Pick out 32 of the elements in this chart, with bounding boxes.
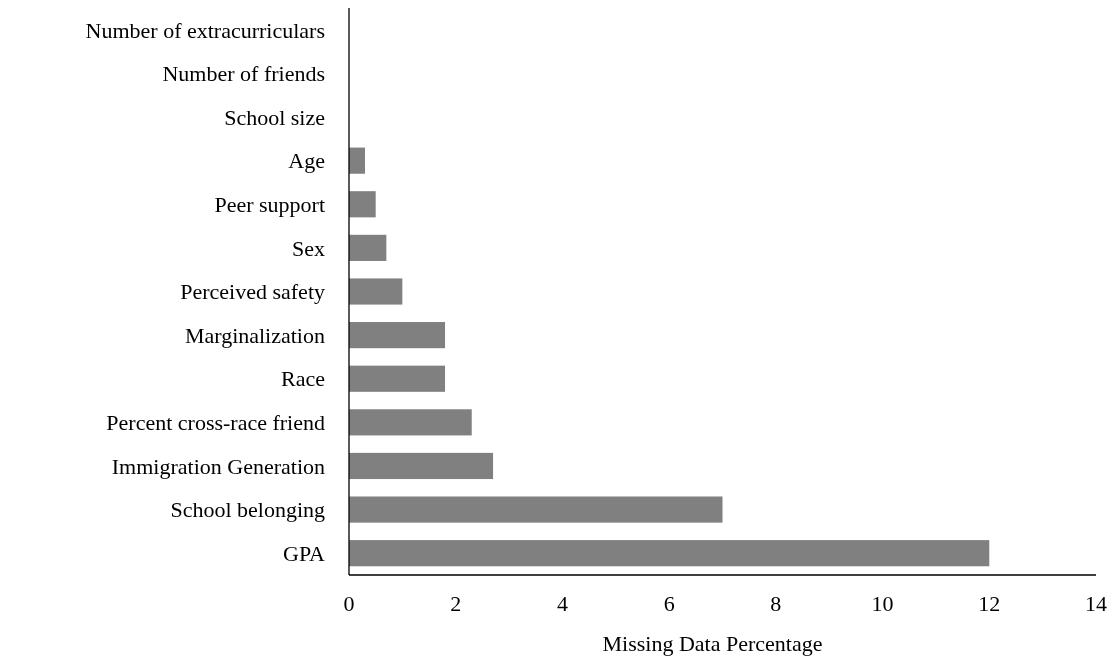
bar	[349, 365, 446, 392]
x-tick-label: 10	[871, 591, 894, 616]
x-tick-label: 6	[663, 591, 675, 616]
x-axis-title: Missing Data Percentage	[602, 631, 823, 656]
bar	[349, 452, 494, 480]
y-tick-label: Peer support	[214, 191, 325, 217]
bar	[349, 234, 387, 261]
bar	[349, 409, 472, 436]
y-tick-label: Race	[281, 366, 325, 392]
bar	[349, 496, 723, 523]
bar	[349, 147, 366, 174]
bar	[349, 278, 403, 305]
bar	[349, 191, 376, 218]
y-tick-label: School size	[224, 104, 325, 130]
y-tick-label: Marginalization	[184, 322, 325, 348]
y-tick-label: Sex	[292, 235, 325, 261]
y-tick-label: Percent cross-race friend	[106, 410, 325, 436]
bar	[349, 322, 446, 349]
x-tick-label: 12	[978, 591, 1001, 616]
y-tick-label: Immigration Generation	[111, 453, 325, 479]
x-tick-label: 8	[770, 591, 782, 616]
x-tick-label: 2	[450, 591, 462, 616]
bar	[349, 540, 990, 567]
x-tick-label: 4	[556, 591, 568, 616]
y-tick-label: GPA	[283, 540, 326, 566]
y-tick-label: Number of friends	[162, 61, 325, 87]
y-tick-label: School belonging	[170, 497, 325, 523]
y-tick-label: Perceived safety	[180, 279, 325, 305]
x-tick-label: 14	[1085, 591, 1107, 616]
y-tick-label: Age	[288, 148, 325, 174]
y-tick-label: Number of extracurriculars	[85, 17, 325, 43]
x-tick-label: 0	[343, 591, 355, 616]
